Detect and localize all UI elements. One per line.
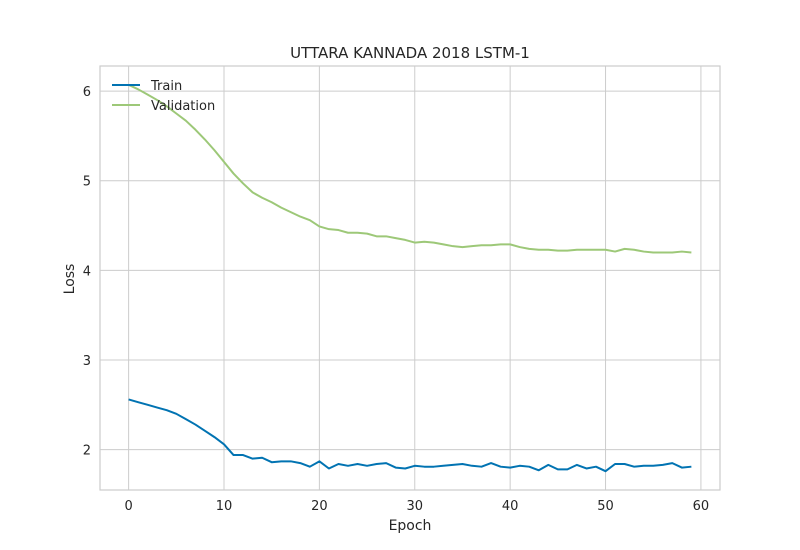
series-lines xyxy=(128,83,692,473)
y-tick-label: 3 xyxy=(83,354,91,369)
plot-frame xyxy=(99,65,721,491)
x-tick-label: 0 xyxy=(124,499,132,514)
tick-labels: 0 10 20 30 40 50 60 2 3 4 5 6 xyxy=(83,85,709,514)
series-line-train xyxy=(128,398,692,473)
grid-lines xyxy=(100,66,720,490)
y-tick-label: 2 xyxy=(83,444,91,459)
plot-area xyxy=(100,66,720,490)
legend-label-validation: Validation xyxy=(151,99,215,114)
x-tick-label: 20 xyxy=(311,499,328,514)
chart-title: UTTARA KANNADA 2018 LSTM-1 xyxy=(290,44,530,62)
y-axis-title: Loss xyxy=(62,264,78,295)
y-tick-label: 4 xyxy=(83,264,91,279)
x-tick-label: 50 xyxy=(597,499,614,514)
x-tick-label: 30 xyxy=(406,499,423,514)
x-tick-label: 60 xyxy=(693,499,710,514)
legend: Train Validation xyxy=(112,79,215,114)
x-tick-label: 10 xyxy=(216,499,233,514)
y-tick-label: 5 xyxy=(83,175,91,190)
x-axis-title: Epoch xyxy=(389,518,432,534)
x-tick-label: 40 xyxy=(502,499,519,514)
y-tick-label: 6 xyxy=(83,85,91,100)
series-line-validation xyxy=(128,83,692,254)
legend-label-train: Train xyxy=(150,79,182,94)
